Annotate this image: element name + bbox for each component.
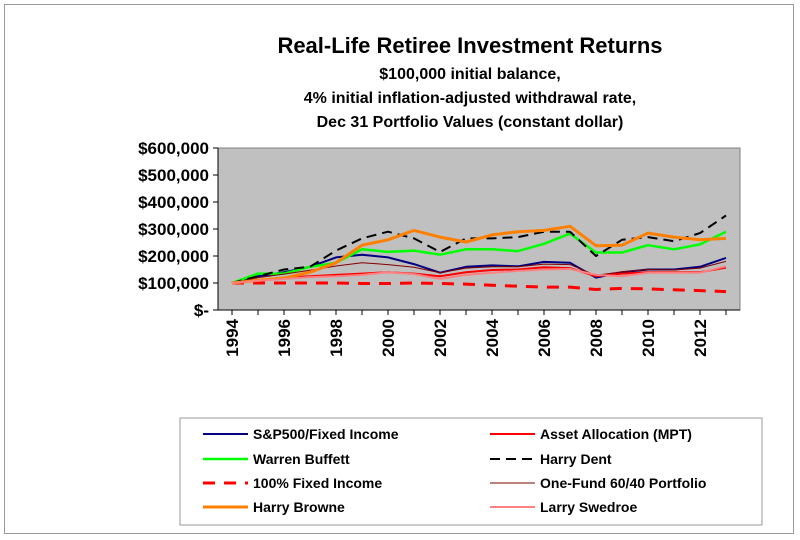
y-tick-label: $- xyxy=(194,301,209,320)
chart-title: Real-Life Retiree Investment Returns xyxy=(277,33,662,58)
y-tick-label: $500,000 xyxy=(138,166,209,185)
series-line-6 xyxy=(231,224,727,285)
y-tick-label: $400,000 xyxy=(138,193,209,212)
chart-subtitle-line-2: 4% initial inflation-adjusted withdrawal… xyxy=(304,90,637,107)
legend-label: Asset Allocation (MPT) xyxy=(540,426,692,442)
x-tick-label: 2000 xyxy=(379,319,398,357)
y-tick-label: $600,000 xyxy=(138,139,209,158)
x-tick-label: 2002 xyxy=(431,319,450,357)
series-line-2 xyxy=(231,230,727,285)
legend: S&P500/Fixed Income Asset Allocation (MPT… xyxy=(203,426,706,515)
legend-label: Warren Buffett xyxy=(253,451,350,467)
legend-label: One-Fund 60/40 Portfolio xyxy=(540,475,706,491)
y-axis: $- $100,000 $200,000 $300,000 $400,000 $500,0… xyxy=(138,139,219,320)
plot-area xyxy=(217,147,741,311)
legend-box xyxy=(179,417,763,526)
x-tick-label: 2008 xyxy=(587,319,606,357)
x-tick-label: 2006 xyxy=(535,319,554,357)
y-tick-label: $100,000 xyxy=(138,274,209,293)
x-tick-label: 2012 xyxy=(691,319,710,357)
series-lines xyxy=(231,214,727,294)
y-tick-label: $200,000 xyxy=(138,247,209,266)
x-axis: 1994 1996 1998 2000 2002 2004 2006 2008 2010 2012 xyxy=(218,309,740,357)
chart-subtitle-line-1: $100,000 initial balance, xyxy=(379,66,560,83)
x-tick-label: 2004 xyxy=(483,318,502,356)
chart-subtitle-line-3: Dec 31 Portfolio Values (constant dollar… xyxy=(317,114,624,131)
x-tick-label: 1996 xyxy=(275,319,294,357)
series-line-7 xyxy=(231,265,727,284)
x-tick-label: 2010 xyxy=(639,319,658,357)
chart-frame xyxy=(4,4,794,534)
y-tick-label: $300,000 xyxy=(138,220,209,239)
legend-label: Harry Browne xyxy=(253,499,345,515)
x-tick-label: 1998 xyxy=(327,319,346,357)
legend-label: 100% Fixed Income xyxy=(253,475,382,491)
legend-label: Harry Dent xyxy=(540,451,612,467)
legend-label: Larry Swedroe xyxy=(540,499,637,515)
x-tick-label: 1994 xyxy=(223,318,242,356)
legend-label: S&P500/Fixed Income xyxy=(253,426,399,442)
